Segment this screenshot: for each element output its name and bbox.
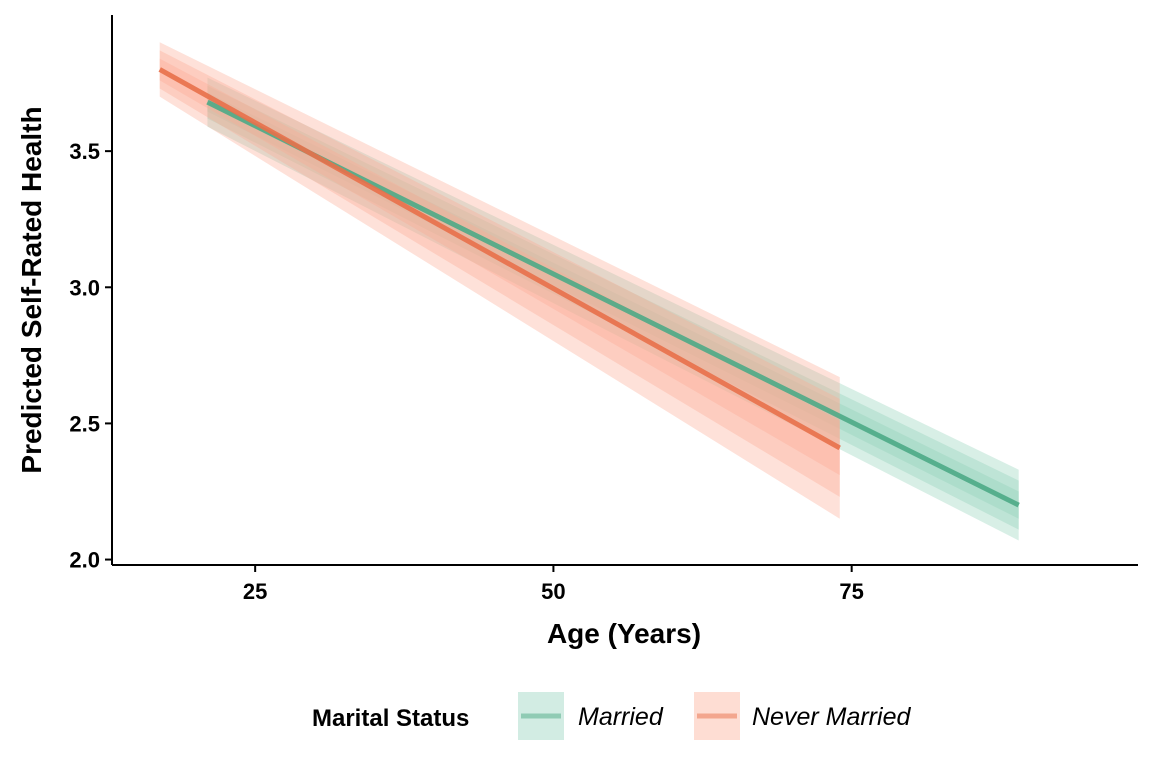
- y-tick-label: 2.5: [69, 411, 100, 436]
- y-axis-title: Predicted Self-Rated Health: [16, 106, 47, 473]
- legend: Marital Status Married Never Married: [312, 692, 911, 740]
- y-axis-ticks: 2.0 2.5 3.0 3.5: [69, 139, 112, 573]
- series-lines: [158, 67, 1020, 508]
- y-tick-label: 2.0: [69, 548, 100, 573]
- y-tick-label: 3.0: [69, 275, 100, 300]
- x-tick-label: 75: [839, 579, 863, 604]
- ci-band-middle-series-0: [207, 85, 1019, 530]
- legend-title: Marital Status: [312, 705, 469, 732]
- ci-band-inner-series-1: [159, 58, 840, 476]
- x-axis-ticks: 25 50 75: [243, 565, 864, 604]
- x-tick-label: 25: [243, 579, 267, 604]
- x-axis-title: Age (Years): [547, 618, 701, 649]
- ci-band-outer-series-0: [207, 77, 1019, 541]
- x-tick-label: 50: [541, 579, 565, 604]
- legend-label: Never Married: [752, 703, 911, 731]
- y-tick-label: 3.5: [69, 139, 100, 164]
- series-line-1: [158, 67, 841, 451]
- legend-label: Married: [578, 703, 664, 731]
